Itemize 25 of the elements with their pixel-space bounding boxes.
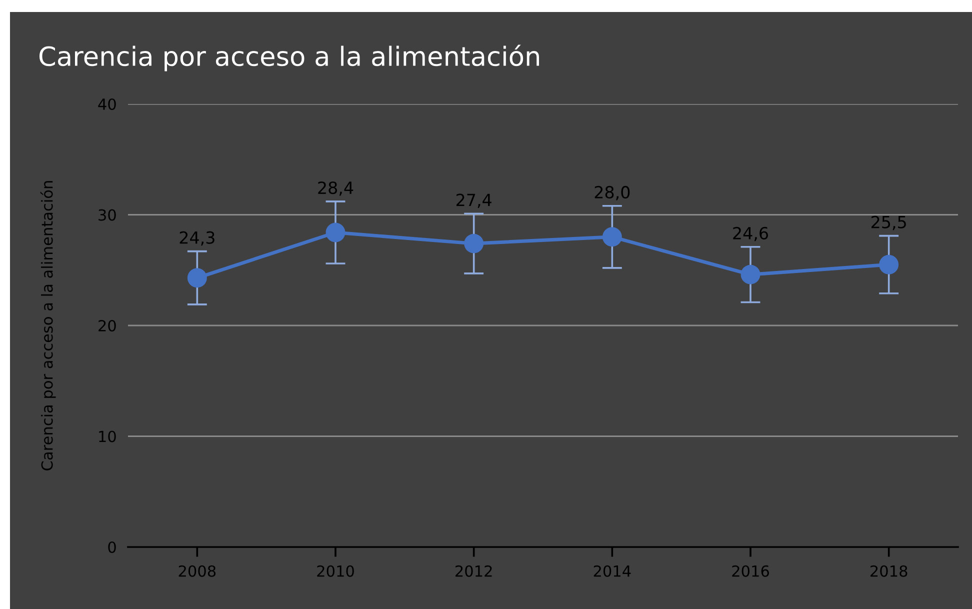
data-label: 27,4 — [456, 194, 492, 208]
data-label: 28,0 — [594, 186, 630, 200]
point — [326, 222, 346, 242]
x-tick-label: 2012 — [456, 565, 492, 577]
y-tick-label: 0 — [108, 541, 116, 554]
point — [879, 254, 899, 274]
y-tick-label: 20 — [98, 320, 116, 332]
x-tick-label: 2010 — [317, 565, 354, 577]
point — [464, 234, 484, 254]
point — [187, 268, 207, 288]
data-label: 25,5 — [872, 216, 906, 230]
x-tick-label: 2016 — [732, 565, 769, 577]
y-tick-label: 40 — [98, 98, 116, 110]
x-tick-label: 2008 — [178, 565, 216, 577]
point — [602, 227, 622, 247]
chart-title: Carencia por acceso a la alimentación — [39, 44, 539, 72]
data-label: 24,6 — [733, 226, 768, 242]
x-tick-label: 2018 — [870, 565, 908, 577]
y-axis-title: Carencia por acceso a la alimentación — [40, 181, 56, 470]
x-tick-label: 2014 — [594, 565, 631, 577]
data-label: 24,3 — [180, 231, 214, 246]
y-tick-label: 10 — [99, 430, 116, 442]
data-label: 28,4 — [318, 181, 354, 196]
point — [740, 264, 760, 284]
y-tick-label: 30 — [98, 209, 116, 221]
